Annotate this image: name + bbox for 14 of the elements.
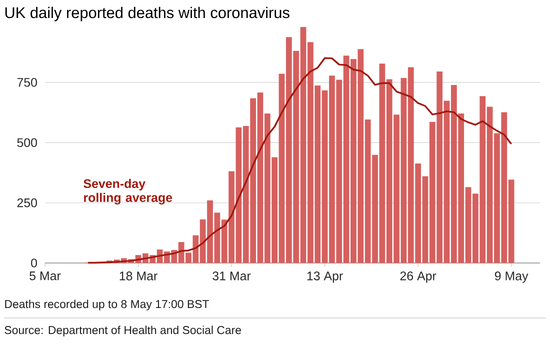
x-tick-label: 18 Mar [120, 272, 158, 280]
x-tick-label: 5 Mar [30, 272, 61, 280]
y-tick-label: 500 [17, 138, 37, 148]
y-tick-label: 0 [31, 258, 37, 268]
x-tick-label: 31 Mar [212, 272, 251, 280]
y-tick-label: 250 [17, 198, 37, 208]
x-tick-label: 26 Apr [400, 272, 436, 283]
text: Deaths recorded up to 8 May 17:00 BST [5, 300, 209, 310]
chart-title: UK daily reported deaths with coronavirus [5, 6, 290, 22]
source-note: Source: Department of Health and Social Care [4, 326, 241, 336]
x-tick-label: 13 Apr [307, 272, 343, 283]
y-tick-label: 750 [17, 78, 37, 87]
x-tick-label: 9 May [494, 272, 528, 283]
text: Seven-day rolling average [84, 178, 172, 205]
